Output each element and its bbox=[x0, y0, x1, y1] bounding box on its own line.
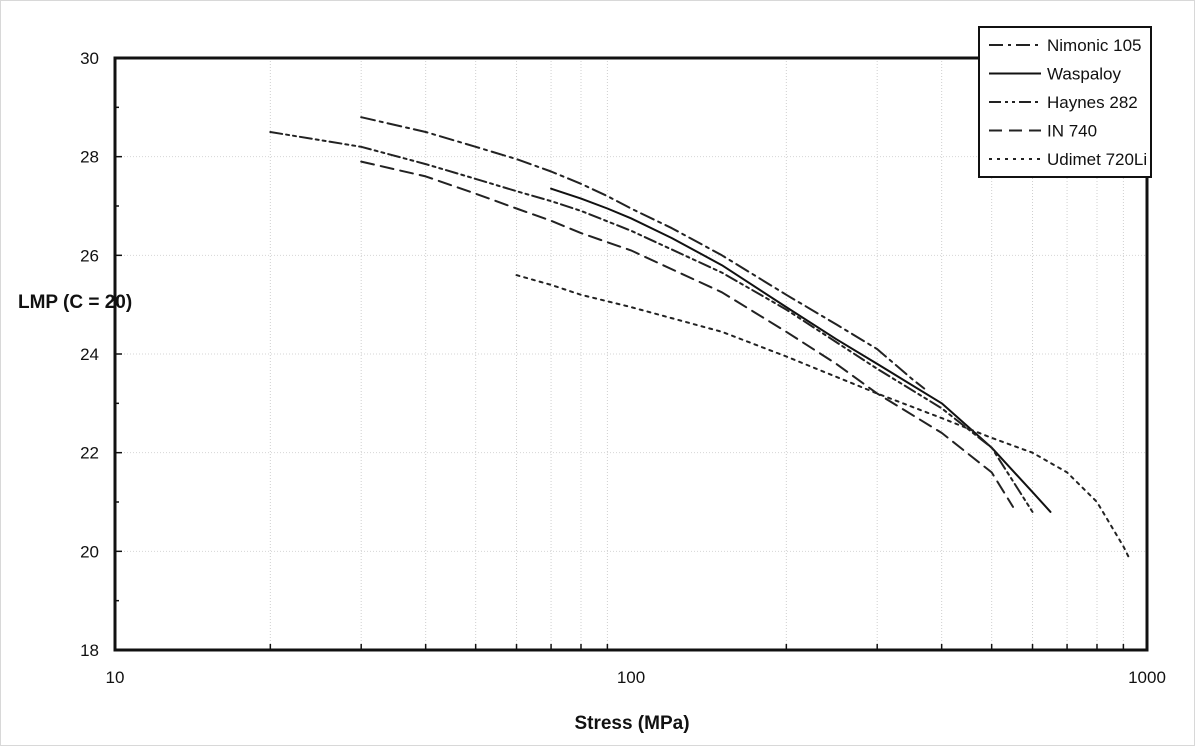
y-tick-label: 24 bbox=[80, 345, 99, 364]
y-tick-label: 18 bbox=[80, 641, 99, 660]
axis-ticks: 18 20 22 24 26 28 30 10 100 1000 bbox=[80, 49, 1166, 687]
y-tick-label: 30 bbox=[80, 49, 99, 68]
y-tick-label: 22 bbox=[80, 444, 99, 463]
legend-label: Udimet 720Li bbox=[1047, 150, 1147, 169]
x-tick-label: 10 bbox=[106, 668, 125, 687]
y-tick-label: 26 bbox=[80, 246, 99, 265]
x-tick-label: 100 bbox=[617, 668, 645, 687]
legend-label: Waspaloy bbox=[1047, 65, 1122, 84]
y-tick-label: 20 bbox=[80, 542, 99, 561]
series-line-in-740 bbox=[360, 160, 1014, 508]
legend-label: Haynes 282 bbox=[1047, 93, 1138, 112]
x-tick-label: 1000 bbox=[1128, 668, 1166, 687]
series-lines bbox=[269, 116, 1130, 558]
legend: Nimonic 105 Waspaloy Haynes 282 IN 740 Udime… bbox=[978, 26, 1152, 178]
series-line-haynes-282 bbox=[269, 131, 1034, 513]
legend-label: IN 740 bbox=[1047, 122, 1097, 141]
legend-label: Nimonic 105 bbox=[1047, 36, 1142, 55]
x-axis-label: Stress (MPa) bbox=[574, 713, 689, 734]
series-line-nimonic-105 bbox=[360, 116, 926, 390]
y-axis-label: LMP (C = 20) bbox=[18, 292, 132, 313]
plot-area-border bbox=[113, 56, 1149, 652]
y-tick-label: 28 bbox=[80, 148, 99, 167]
